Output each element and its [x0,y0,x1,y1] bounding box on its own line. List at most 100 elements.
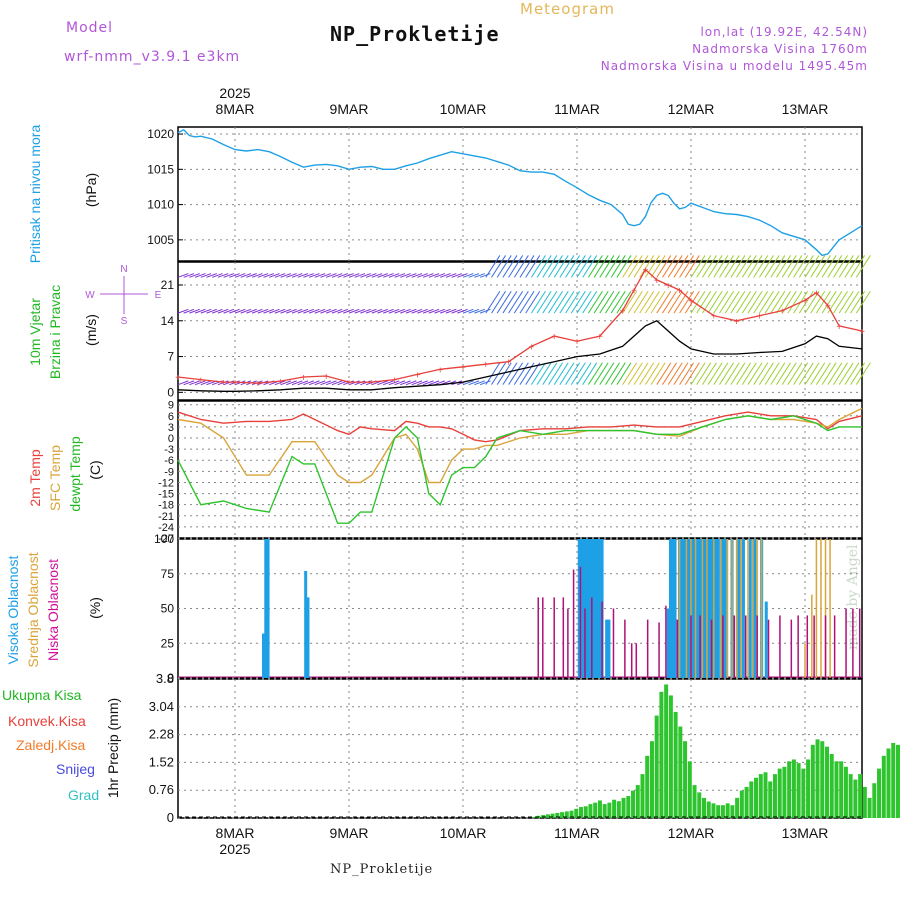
wind-barb [707,255,723,278]
wind-barb [536,290,552,314]
wind-barb [730,362,746,385]
wind-barb [394,308,406,314]
wind-gust-marker: + [825,301,831,312]
precip-bar [678,726,683,818]
wind-barb [257,308,269,314]
wind-gust-marker: + [175,373,181,384]
temp-line-dewpt-Temp [177,415,862,524]
cloud-bar-high [589,539,593,678]
wind-barb [696,362,712,385]
cloud-bar-mid [731,539,733,678]
wind-barb [297,380,309,386]
wind-barb [479,380,491,386]
wind-barb [599,362,615,385]
precip-bar [777,768,782,818]
wind-barb [485,290,501,314]
precip-bar [607,802,612,818]
wind-barb [377,308,389,314]
cloud-bar-low [744,615,747,678]
cloud-bar-low [845,608,847,678]
wind-barb [793,255,809,278]
wind-barb [781,255,797,278]
wind-barb [383,308,394,314]
cloud-label-high: Visoka Oblacnost [5,556,21,665]
bottom-year-label: 2025 [219,841,250,857]
wind-barb [337,273,349,278]
wind-barb [656,255,672,278]
wind-barb [838,362,854,385]
altitude-text: Nadmorska Visina 1760m [692,42,868,56]
wind-gust-marker: + [221,378,227,389]
wind-barb [331,380,343,386]
ytick-temperature: -21 [158,511,174,523]
temp-ylabel: (C) [87,460,103,479]
wind-barb [183,273,195,278]
compass-n: N [120,264,127,275]
wind-barb [308,273,320,278]
wind-barb [400,308,411,314]
cloud-bar-low [699,615,701,678]
wind-barb [263,308,275,314]
ytick-cloud: 0 [167,671,174,685]
wind-barb [576,290,592,314]
precip-bar [725,803,730,818]
ytick-precip: 3.04 [149,699,174,714]
wind-barb [223,273,235,278]
cloud-bar-mid [678,539,681,678]
wind-gust-marker: + [346,378,352,389]
wind-barb [662,290,677,314]
wind-barb [776,362,791,385]
wind-barb [308,308,320,314]
cloud-bar-low [833,615,836,678]
precip-bar [834,761,839,818]
wind-gust-marker: + [369,378,375,389]
precip-bar [602,804,607,818]
pressure-ylabel: (hPa) [83,173,99,207]
model-label: Model [66,20,114,36]
wind-barb [530,255,546,278]
wind-barb [200,273,212,278]
wind-barb [684,362,700,385]
precip-bar [796,763,801,818]
precip-bar [806,759,811,818]
wind-barb [542,255,558,278]
cloud-bar-high [714,539,718,678]
wind-barb [474,380,485,386]
wind-barb [644,255,660,278]
wind-barb [502,362,518,385]
wind-barb [177,273,189,278]
cloud-bar-low [858,608,861,678]
cloud-bar-high [723,539,727,678]
wind-barb [599,255,615,278]
wind-barb [194,308,206,314]
wind-gust-marker: + [483,360,489,371]
wind-barb [770,290,786,314]
wind-barb [833,362,848,385]
wind-barb [468,380,480,386]
compass-w: W [85,290,95,301]
precip-bar [635,785,640,818]
wind-barb [354,308,366,314]
wind-barb [707,362,723,385]
wind-barb [343,273,354,278]
wind-barb [844,290,860,314]
cloud-bar-mid [829,539,831,678]
ytick-wind: 7 [167,350,174,364]
precip-bar [881,755,886,818]
wind-barb [496,362,512,385]
wind-barb [639,290,655,314]
wind-barb [605,362,620,385]
wind-barb [428,308,440,314]
cloud-label-low: Niska Oblacnost [45,559,61,661]
wind-barb [719,290,734,314]
wind-barb [650,362,666,385]
compass-s: S [121,316,128,327]
wind-barb [679,290,695,314]
wind-barb [650,290,666,314]
wind-gust-marker: + [836,322,842,333]
precip-bar [754,777,759,818]
ytick-temperature: 0 [168,433,174,445]
wind-barb [610,255,626,278]
cloud-bar-low [591,597,593,678]
ytick-temperature: 9 [168,400,174,412]
